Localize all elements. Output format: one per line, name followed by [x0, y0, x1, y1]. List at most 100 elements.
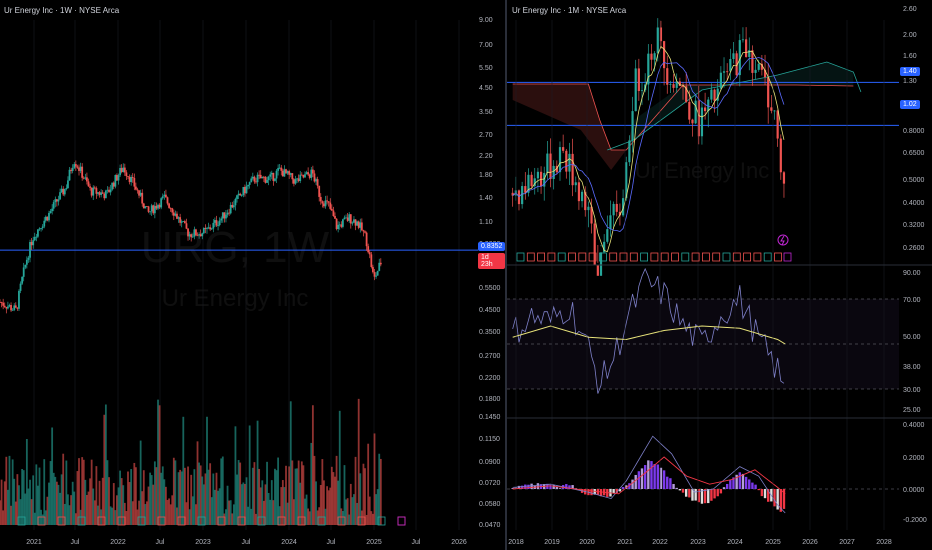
left-candle-body	[354, 219, 357, 226]
right-candle-body	[584, 191, 587, 211]
left-chart-title: Ur Energy Inc · 1W · NYSE Arca	[4, 6, 120, 15]
left-volume-bar	[150, 475, 153, 525]
left-volume-bar	[123, 502, 126, 525]
left-earnings-marker	[237, 516, 246, 526]
left-candle-body	[142, 203, 145, 209]
left-watermark-symbol: URG, 1W	[141, 223, 330, 272]
left-candle-body	[109, 189, 112, 193]
left-volume-bar	[337, 480, 340, 525]
right-y-tick-label: 0.6500	[903, 150, 925, 157]
left-volume-bar	[122, 485, 125, 525]
panel-divider[interactable]	[505, 0, 507, 550]
left-x-tick-label: 2021	[26, 539, 42, 546]
left-candle-body	[112, 182, 115, 187]
left-volume-bar	[247, 506, 249, 525]
right-candle-body	[751, 50, 754, 73]
left-y-tick-label: 2.70	[479, 132, 493, 139]
left-volume-bar	[373, 433, 376, 525]
right-macd-hist-bar	[741, 473, 745, 489]
left-volume-bar	[378, 453, 381, 525]
left-volume-bar	[48, 482, 50, 525]
left-candle-body	[55, 199, 58, 202]
left-candle-body	[210, 228, 213, 230]
left-candle-body	[242, 186, 245, 196]
right-macd-hist-bar	[722, 487, 726, 489]
right-earnings-marker	[640, 252, 649, 262]
left-candle-body	[237, 193, 240, 196]
left-candle-body	[117, 175, 120, 181]
left-chart-panel[interactable]: Ur Energy Inc · 1W · NYSE Arca URG, 1W U…	[0, 0, 506, 550]
right-macd-hist-bar	[738, 472, 741, 489]
left-volume-bar	[60, 474, 63, 525]
right-macd-hist-bar	[703, 489, 707, 504]
left-volume-bar	[199, 465, 202, 525]
left-volume-bar	[221, 456, 224, 525]
right-chart-panel[interactable]: Ur Energy Inc · 1M · NYSE Arca Ur Energy…	[507, 0, 932, 550]
right-chart-svg[interactable]: Ur Energy Inc 2018 2019 2020 2021 2022 2023 20…	[507, 0, 932, 550]
left-candle-body	[44, 216, 47, 221]
right-macd-hist-bar	[656, 464, 659, 489]
left-candle-body	[119, 168, 121, 176]
left-candle-body	[25, 259, 28, 265]
left-candle-body	[3, 305, 6, 308]
left-candle-body	[250, 178, 253, 183]
left-volume-bar	[212, 473, 215, 525]
left-candle-body	[329, 202, 332, 209]
left-volume-bar	[146, 501, 148, 525]
left-candle-body	[130, 177, 133, 183]
left-volume-bar	[57, 484, 60, 525]
left-volume-bar	[182, 416, 185, 525]
left-volume-bar	[348, 514, 351, 525]
left-volume-bar	[329, 487, 332, 525]
right-macd-hist-bar	[637, 471, 641, 489]
left-candle-body	[294, 179, 297, 184]
left-candle-body	[193, 229, 196, 237]
right-earnings-marker	[783, 252, 792, 262]
left-candle-body	[299, 174, 302, 182]
right-candle-body	[745, 39, 748, 57]
right-rsi-tick-label: 30.00	[903, 387, 921, 394]
right-earnings-marker	[763, 252, 772, 262]
left-candle-body	[188, 234, 191, 237]
left-volume-bar	[116, 495, 118, 525]
left-candle-body	[283, 169, 286, 177]
right-macd-hist-bar	[615, 489, 618, 494]
left-earnings-marker	[217, 516, 226, 526]
left-y-tick-label: 4.50	[479, 85, 493, 92]
left-volume-bar	[266, 461, 268, 525]
right-candle-body	[615, 203, 618, 212]
left-earnings-marker	[157, 516, 166, 526]
lightning-icon[interactable]	[777, 234, 789, 246]
left-candle-body	[375, 275, 377, 277]
left-candle-body	[168, 203, 170, 208]
left-candle-body	[323, 203, 325, 207]
left-volume-bar	[270, 480, 273, 525]
left-volume-bar	[198, 462, 200, 525]
left-candle-body	[79, 166, 82, 171]
left-candle-body	[62, 188, 65, 195]
right-macd-hist-bar	[650, 461, 653, 489]
left-candle-body	[165, 194, 167, 198]
left-candle-body	[101, 192, 104, 194]
right-candle-body	[650, 53, 653, 60]
left-volume-bar	[18, 485, 20, 525]
left-volume-bar	[185, 502, 188, 525]
left-x-tick-label: Jul	[71, 539, 80, 546]
left-volume-bar	[250, 508, 253, 525]
left-volume-bar	[269, 499, 272, 525]
left-candle-body	[338, 224, 341, 226]
right-macd-hist-bar	[621, 487, 625, 489]
left-volume-bar	[92, 488, 95, 525]
left-chart-svg[interactable]: URG, 1W Ur Energy Inc 9.00 7.00 5.50 4.50 3.…	[0, 0, 505, 550]
right-candle-body	[776, 110, 779, 139]
left-volume-bar	[65, 460, 68, 525]
left-volume-bar	[255, 513, 257, 525]
left-candle-body	[37, 229, 39, 237]
left-volume-bar	[27, 488, 30, 525]
left-candle-body	[0, 302, 3, 303]
left-candle-body	[236, 195, 238, 199]
left-volume-bar	[236, 474, 238, 525]
left-volume-bar	[11, 459, 14, 525]
right-macd-hist-bar	[757, 489, 760, 491]
left-candle-body	[67, 180, 69, 189]
